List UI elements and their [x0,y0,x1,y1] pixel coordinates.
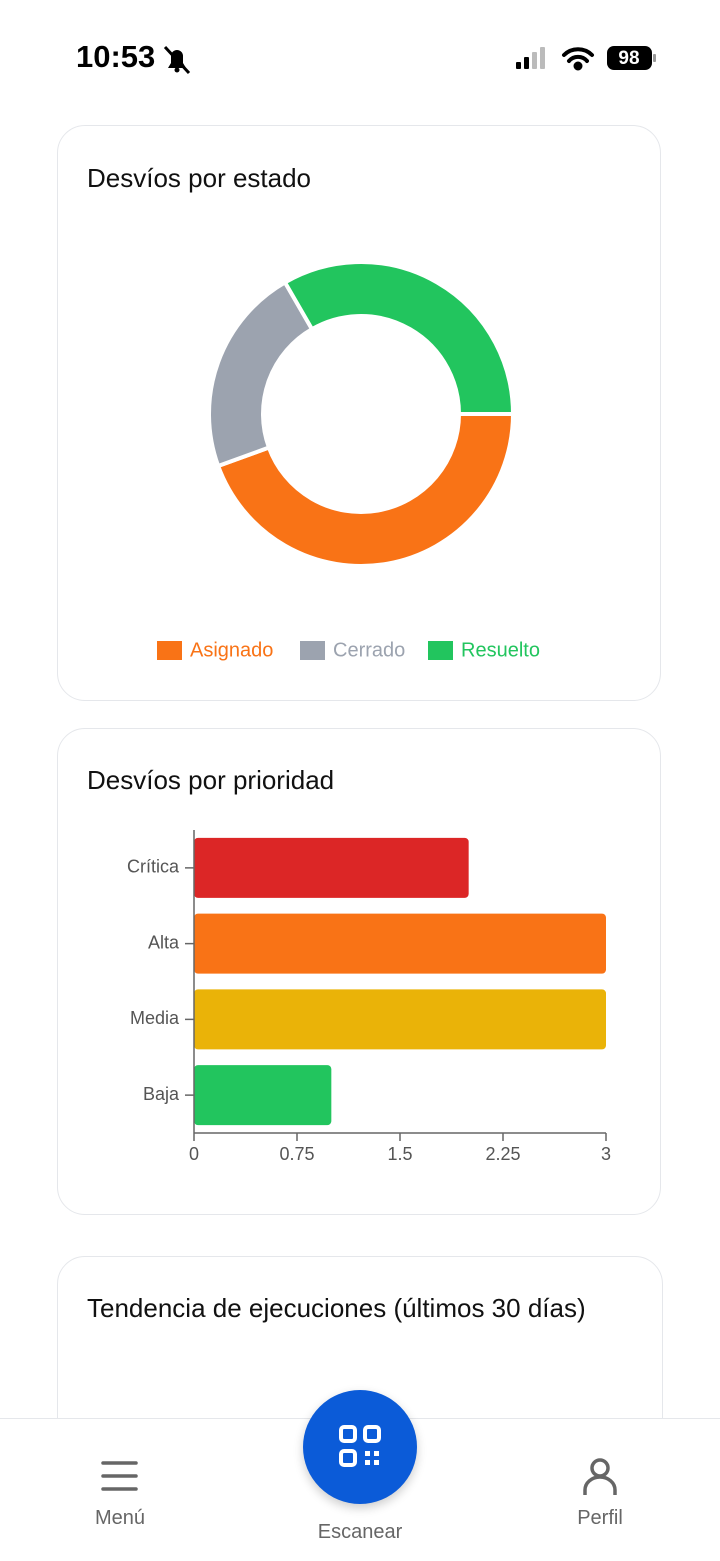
x-tick-label: 3 [601,1144,611,1164]
menu-icon[interactable] [100,1459,140,1495]
donut-slice [215,412,516,568]
y-tick-label: Baja [143,1084,180,1104]
donut-slice [282,260,516,416]
battery-level: 98 [618,48,639,69]
battery-tip [653,54,656,62]
wifi-icon [562,47,594,71]
legend-label: Resuelto [461,639,540,661]
card-title: Tendencia de ejecuciones (últimos 30 día… [87,1293,586,1323]
status-bar: 10:53 98 [76,39,656,75]
scan-button[interactable] [303,1390,417,1504]
signal-icon [516,47,545,69]
mute-icon [163,45,191,75]
status-card: Desvíos por estado Asignado Cerrado Resuel… [57,125,661,701]
menu-label[interactable]: Menú [94,1507,146,1529]
x-tick-label: 2.25 [485,1144,520,1164]
battery [607,46,652,70]
bar [194,837,469,898]
x-tick-label: 0.75 [279,1144,314,1164]
bar [194,913,606,974]
card-title: Desvíos por estado [87,163,312,193]
bar-chart: Crítica Alta Media Baja 0 0.75 1.5 2.25 3 [127,830,611,1164]
legend-swatch [428,641,453,660]
x-tick-label: 1.5 [387,1144,412,1164]
qr-icon [339,1425,381,1467]
y-tick-label: Media [130,1008,180,1028]
legend-swatch [300,641,325,660]
y-tick-label: Crítica [127,857,180,877]
clock: 10:53 [76,39,155,74]
bar [194,989,606,1050]
legend-swatch [157,641,182,660]
profile-icon[interactable] [582,1457,618,1497]
y-tick-label: Alta [148,932,180,952]
x-tick-label: 0 [189,1144,199,1164]
profile-label[interactable]: Perfil [577,1507,623,1529]
priority-card: Desvíos por prioridad Crítica Alta Media Ba… [57,728,661,1215]
card-title: Desvíos por prioridad [87,765,335,795]
scan-label[interactable]: Escanear [317,1521,403,1543]
bar [194,1065,332,1126]
legend-label: Cerrado [333,639,405,661]
donut-chart: Asignado Cerrado Resuelto [157,260,540,661]
legend-label: Asignado [190,639,273,661]
bottom-nav: Menú Escanear Perfil [0,1390,720,1561]
